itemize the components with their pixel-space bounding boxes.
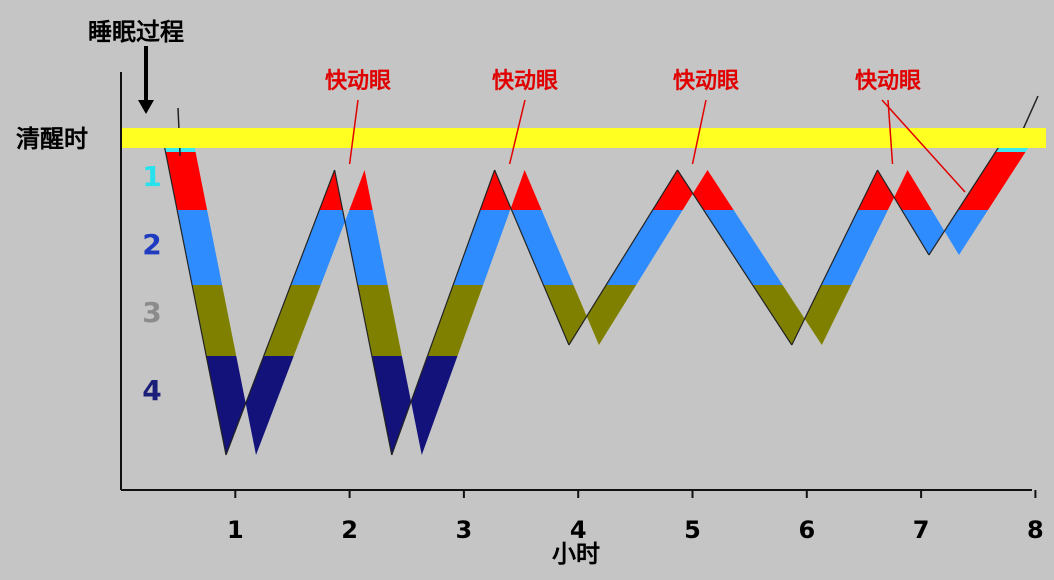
rem-pointer [348, 99, 359, 165]
rem-pointer [508, 99, 526, 165]
hypnogram-segment [225, 169, 336, 456]
rem-pointer [691, 99, 707, 165]
stage-labels: 1 2 3 4 [142, 160, 161, 407]
stage-label: 2 [142, 228, 161, 261]
stage-label: 4 [142, 374, 161, 407]
hypnogram-segment [676, 169, 793, 346]
hypnogram-segment [877, 169, 930, 256]
chart-title: 睡眠过程 [88, 18, 184, 46]
hypnogram-segment [494, 169, 570, 346]
hypnogram-segment [391, 169, 496, 456]
wake-band-label: 清醒时 [16, 125, 88, 153]
x-ticks: 1 2 3 4 5 6 7 8 [227, 490, 1044, 544]
hypnogram-segment [928, 139, 1004, 256]
hypnogram-segment [568, 169, 679, 346]
x-tick-label: 1 [227, 516, 244, 544]
stage-band [163, 210, 1034, 285]
stage-label: 3 [142, 296, 161, 329]
rem-label: 快动眼 [673, 69, 739, 94]
x-tick-label: 5 [684, 516, 701, 544]
x-tick-label: 6 [798, 516, 815, 544]
rem-pointer [881, 99, 966, 193]
rem-label: 快动眼 [325, 69, 391, 94]
x-tick-label: 4 [570, 516, 587, 544]
x-tick-label: 2 [341, 516, 358, 544]
x-tick-label: 7 [913, 516, 930, 544]
hypnogram-segment [162, 139, 227, 456]
rem-label: 快动眼 [492, 69, 558, 94]
x-tick-label: 8 [1027, 516, 1044, 544]
rem-pointer [887, 99, 894, 165]
x-tick-label: 3 [456, 516, 473, 544]
stage-band [163, 152, 1034, 210]
axes [120, 72, 1032, 491]
down-arrow-icon [138, 46, 154, 114]
sleep-stage-bands [162, 95, 1039, 456]
hypnogram-segment [791, 169, 879, 346]
stage-band [163, 356, 1034, 455]
x-axis-label: 小时 [552, 540, 600, 568]
rem-labels: 快动眼 快动眼 快动眼 快动眼 [325, 69, 966, 193]
rem-label: 快动眼 [855, 69, 921, 94]
hypnogram-segment [334, 169, 393, 456]
wake-band [120, 128, 1046, 148]
stage-label: 1 [142, 160, 161, 193]
